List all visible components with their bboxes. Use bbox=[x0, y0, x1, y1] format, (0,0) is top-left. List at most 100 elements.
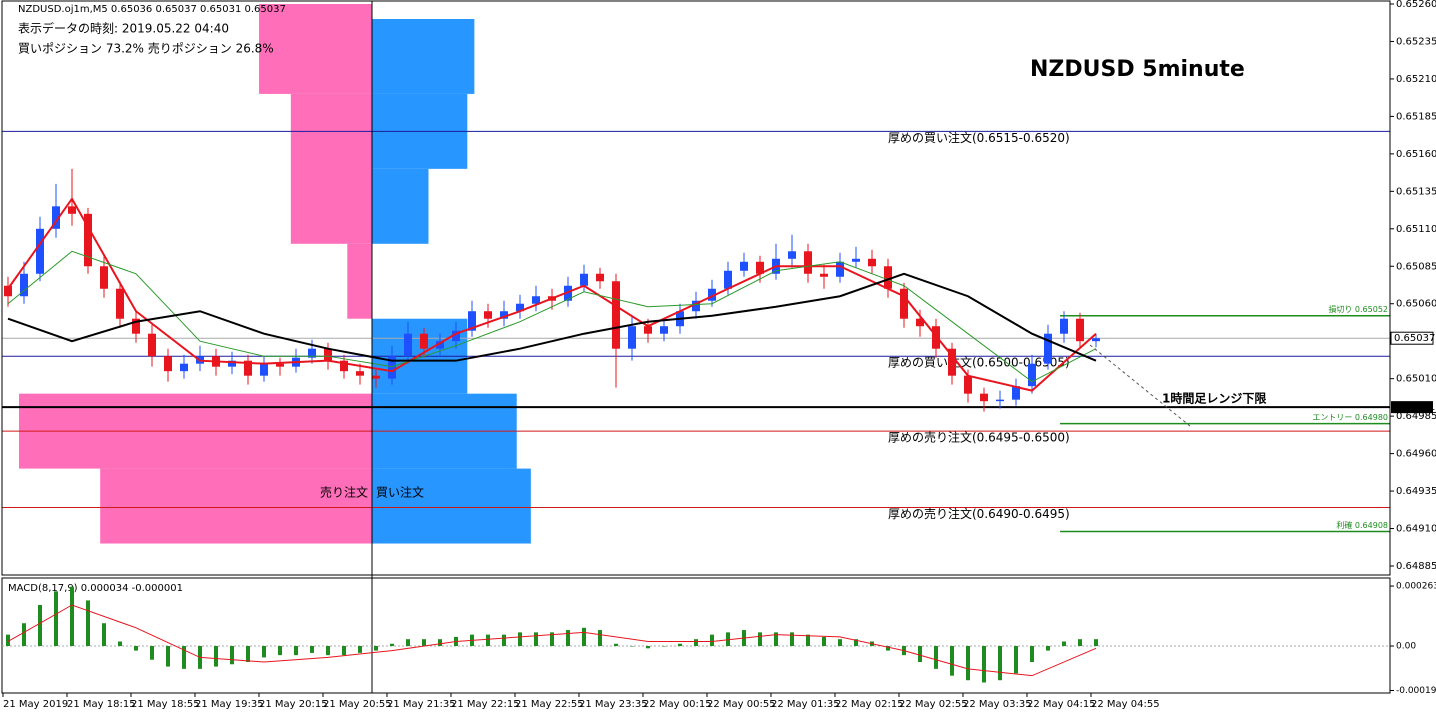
candle-body bbox=[500, 311, 508, 319]
candle-body bbox=[356, 371, 364, 376]
y-tick-label: 0.65010 bbox=[1396, 374, 1436, 385]
macd-bar bbox=[838, 639, 842, 647]
macd-bar bbox=[326, 646, 330, 656]
macd-bar bbox=[278, 646, 282, 656]
candle-body bbox=[564, 285, 572, 301]
y-tick-label: 0.64960 bbox=[1396, 449, 1436, 460]
macd-bar bbox=[390, 643, 394, 647]
macd-bar bbox=[438, 639, 442, 647]
macd-bar bbox=[1062, 641, 1066, 647]
candle-body bbox=[260, 363, 268, 376]
sell-order-bar bbox=[347, 243, 372, 319]
trade-level-label: 利確 0.64908 bbox=[1336, 520, 1388, 530]
x-tick-label: 22 May 03:35 bbox=[963, 699, 1032, 710]
buy-order-bar bbox=[372, 18, 475, 94]
macd-label: MACD(8,17,9) 0.000034 -0.000001 bbox=[8, 583, 183, 594]
candle-body bbox=[740, 261, 748, 271]
macd-bar bbox=[374, 646, 378, 651]
x-tick-label: 22 May 00:15 bbox=[643, 699, 712, 710]
macd-bar bbox=[150, 646, 154, 660]
y-tick-label: 0.65185 bbox=[1396, 111, 1436, 122]
x-tick-label: 21 May 20:15 bbox=[259, 699, 328, 710]
data-time: 表示データの時刻: 2019.05.22 04:40 bbox=[18, 21, 229, 36]
macd-bar bbox=[86, 600, 90, 647]
macd-bar bbox=[662, 646, 666, 647]
macd-bar bbox=[710, 634, 714, 647]
macd-signal bbox=[7, 604, 1097, 677]
candle-body bbox=[628, 326, 636, 349]
candle-body bbox=[164, 356, 172, 372]
level-label: 厚めの売り注文(0.6495-0.6500) bbox=[888, 430, 1070, 445]
macd-bar bbox=[934, 646, 938, 669]
macd-bar bbox=[774, 632, 778, 647]
candle-body bbox=[1044, 333, 1052, 364]
x-tick-label: 22 May 02:55 bbox=[899, 699, 968, 710]
macd-bar bbox=[966, 646, 970, 681]
candle-body bbox=[996, 399, 1004, 402]
candle-body bbox=[916, 318, 924, 327]
macd-bar bbox=[1030, 646, 1034, 662]
buy-order-bar bbox=[372, 168, 429, 244]
macd-bar bbox=[358, 646, 362, 653]
moving-average bbox=[7, 272, 1097, 362]
x-tick-label: 22 May 04:55 bbox=[1091, 699, 1160, 710]
sell-order-label: 売り注文 bbox=[320, 485, 368, 500]
candle-body bbox=[612, 281, 620, 349]
y-tick-label: 0.65135 bbox=[1396, 186, 1436, 197]
candle-body bbox=[100, 266, 108, 289]
macd-bar bbox=[1094, 639, 1098, 647]
level-label: 厚めの買い注文(0.6500-0.6505) bbox=[888, 355, 1070, 370]
candle-body bbox=[372, 375, 380, 379]
moving-average bbox=[7, 250, 1097, 383]
x-tick-label: 21 May 22:15 bbox=[451, 699, 520, 710]
macd-bar bbox=[678, 643, 682, 647]
macd-bar bbox=[1078, 639, 1082, 647]
macd-bar bbox=[134, 646, 138, 651]
candle-body bbox=[20, 273, 28, 297]
candle-body bbox=[724, 270, 732, 289]
macd-bar bbox=[790, 632, 794, 647]
x-tick-label: 21 May 21:35 bbox=[387, 699, 456, 710]
candle-body bbox=[340, 360, 348, 372]
y-tick-label: 0.64935 bbox=[1396, 486, 1436, 497]
macd-bar bbox=[646, 646, 650, 649]
current-price-box bbox=[1390, 331, 1434, 345]
candle-body bbox=[820, 273, 828, 277]
candle-body bbox=[692, 300, 700, 312]
candle-body bbox=[1076, 318, 1084, 342]
macd-bar bbox=[486, 634, 490, 647]
candle-body bbox=[884, 266, 892, 289]
macd-bar bbox=[310, 646, 314, 653]
candle-body bbox=[436, 341, 444, 349]
candle-body bbox=[532, 296, 540, 304]
x-tick-label: 22 May 04:15 bbox=[1027, 699, 1096, 710]
macd-tick-label: 0.00 bbox=[1396, 642, 1416, 652]
macd-bar bbox=[182, 646, 186, 669]
y-tick-label: 0.65210 bbox=[1396, 74, 1436, 85]
macd-bar bbox=[70, 586, 74, 647]
macd-bar bbox=[534, 632, 538, 647]
candle-body bbox=[660, 326, 668, 334]
candle-body bbox=[84, 213, 92, 267]
candle-body bbox=[580, 273, 588, 286]
current-price-label: 0.65037 bbox=[1394, 333, 1435, 344]
candle-body bbox=[484, 311, 492, 319]
y-tick-label: 0.65060 bbox=[1396, 299, 1436, 310]
candle-body bbox=[404, 333, 412, 357]
level-label: 厚めの買い注文(0.6515-0.6520) bbox=[888, 130, 1070, 145]
candle-body bbox=[756, 261, 764, 274]
candle-body bbox=[900, 288, 908, 319]
macd-bar bbox=[54, 591, 58, 647]
candle-body bbox=[1092, 338, 1100, 342]
x-tick-label: 21 May 19:35 bbox=[195, 699, 264, 710]
macd-bar bbox=[886, 646, 890, 651]
buy-order-bar bbox=[372, 468, 531, 544]
macd-bar bbox=[854, 639, 858, 647]
candle-body bbox=[420, 333, 428, 349]
candle-body bbox=[1060, 318, 1068, 334]
candle-body bbox=[148, 333, 156, 357]
macd-bar bbox=[822, 636, 826, 647]
macd-bar bbox=[422, 639, 426, 647]
candle-body bbox=[116, 288, 124, 319]
